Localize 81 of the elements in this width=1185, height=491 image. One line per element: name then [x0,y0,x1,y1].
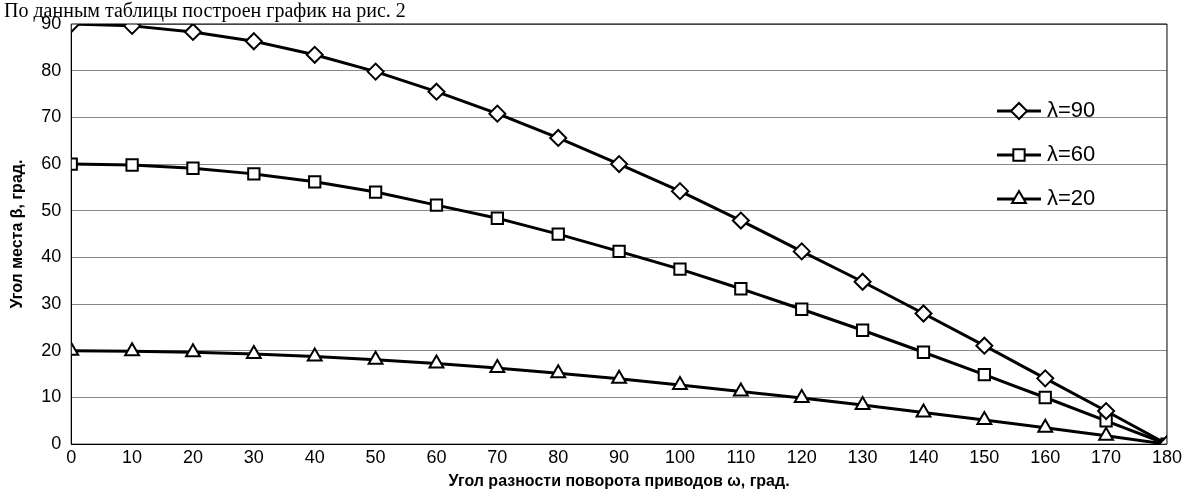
x-tick-label: 80 [548,446,569,467]
point [673,262,687,276]
point [247,167,261,181]
y-tick-label: 0 [51,433,62,454]
y-tick-label: 70 [41,106,62,127]
y-tick-label: 80 [41,59,62,80]
point [975,336,994,355]
x-tick-label: 170 [1091,446,1122,467]
x-tick-label: 20 [182,446,203,467]
point [795,302,809,316]
point [306,347,323,362]
point [186,161,200,175]
point [670,182,689,201]
point [308,175,322,189]
legend-label: λ=90 [1046,97,1096,123]
x-tick-label: 90 [609,446,630,467]
point [490,211,505,225]
x-tick-label: 40 [304,446,325,467]
point [244,32,263,51]
point [183,24,202,41]
y-tick-label: 10 [41,386,62,407]
point [124,342,141,357]
x-tick-label: 0 [66,446,77,467]
y-tick-label: 50 [41,199,62,220]
point [672,375,688,390]
point [731,211,750,230]
x-tick-label: 150 [969,446,1000,467]
point [916,345,931,359]
x-tick-label: 50 [365,446,386,467]
x-axis-title: Угол разности поворота приводов ω, град. [448,471,790,489]
y-tick-label: 40 [41,246,62,267]
point [428,354,445,369]
point [549,128,568,147]
legend-label: λ=60 [1046,141,1096,167]
x-tick-label: 180 [1151,446,1183,467]
point [305,45,324,64]
point [611,369,628,384]
point [1036,369,1055,388]
y-axis-title: Угол места β, град. [8,159,26,309]
point [793,388,810,403]
x-tick-label: 100 [664,446,695,467]
point [427,82,446,101]
point [914,304,933,323]
point [734,282,748,296]
point [366,62,385,81]
point [551,227,565,241]
point [489,359,506,374]
x-tick-label: 60 [426,446,447,467]
point [185,343,201,358]
point [792,242,811,261]
point [1098,426,1115,441]
x-tick-label: 70 [487,446,508,467]
point [915,403,932,418]
y-tick-label: 30 [41,293,62,314]
point [1038,390,1052,405]
legend-label: λ=20 [1046,185,1096,211]
point [1037,418,1054,433]
point [732,382,749,397]
x-tick-label: 30 [243,446,264,467]
point [488,104,507,123]
point [610,155,629,174]
point [976,410,993,425]
y-tick-label: 60 [41,153,62,174]
point [367,350,384,365]
x-tick-label: 160 [1030,446,1061,467]
point [245,345,262,360]
y-tick-label: 20 [41,339,62,360]
point [550,364,567,379]
point [855,323,870,337]
point [429,198,444,212]
point [854,395,871,410]
point [368,185,383,199]
point [612,244,626,259]
point [125,158,139,172]
x-tick-label: 130 [847,446,878,467]
x-tick-label: 120 [786,446,817,467]
point [977,367,992,382]
x-tick-label: 110 [726,446,756,467]
x-tick-label: 10 [122,446,143,467]
x-tick-label: 140 [908,446,939,467]
point [853,272,872,291]
